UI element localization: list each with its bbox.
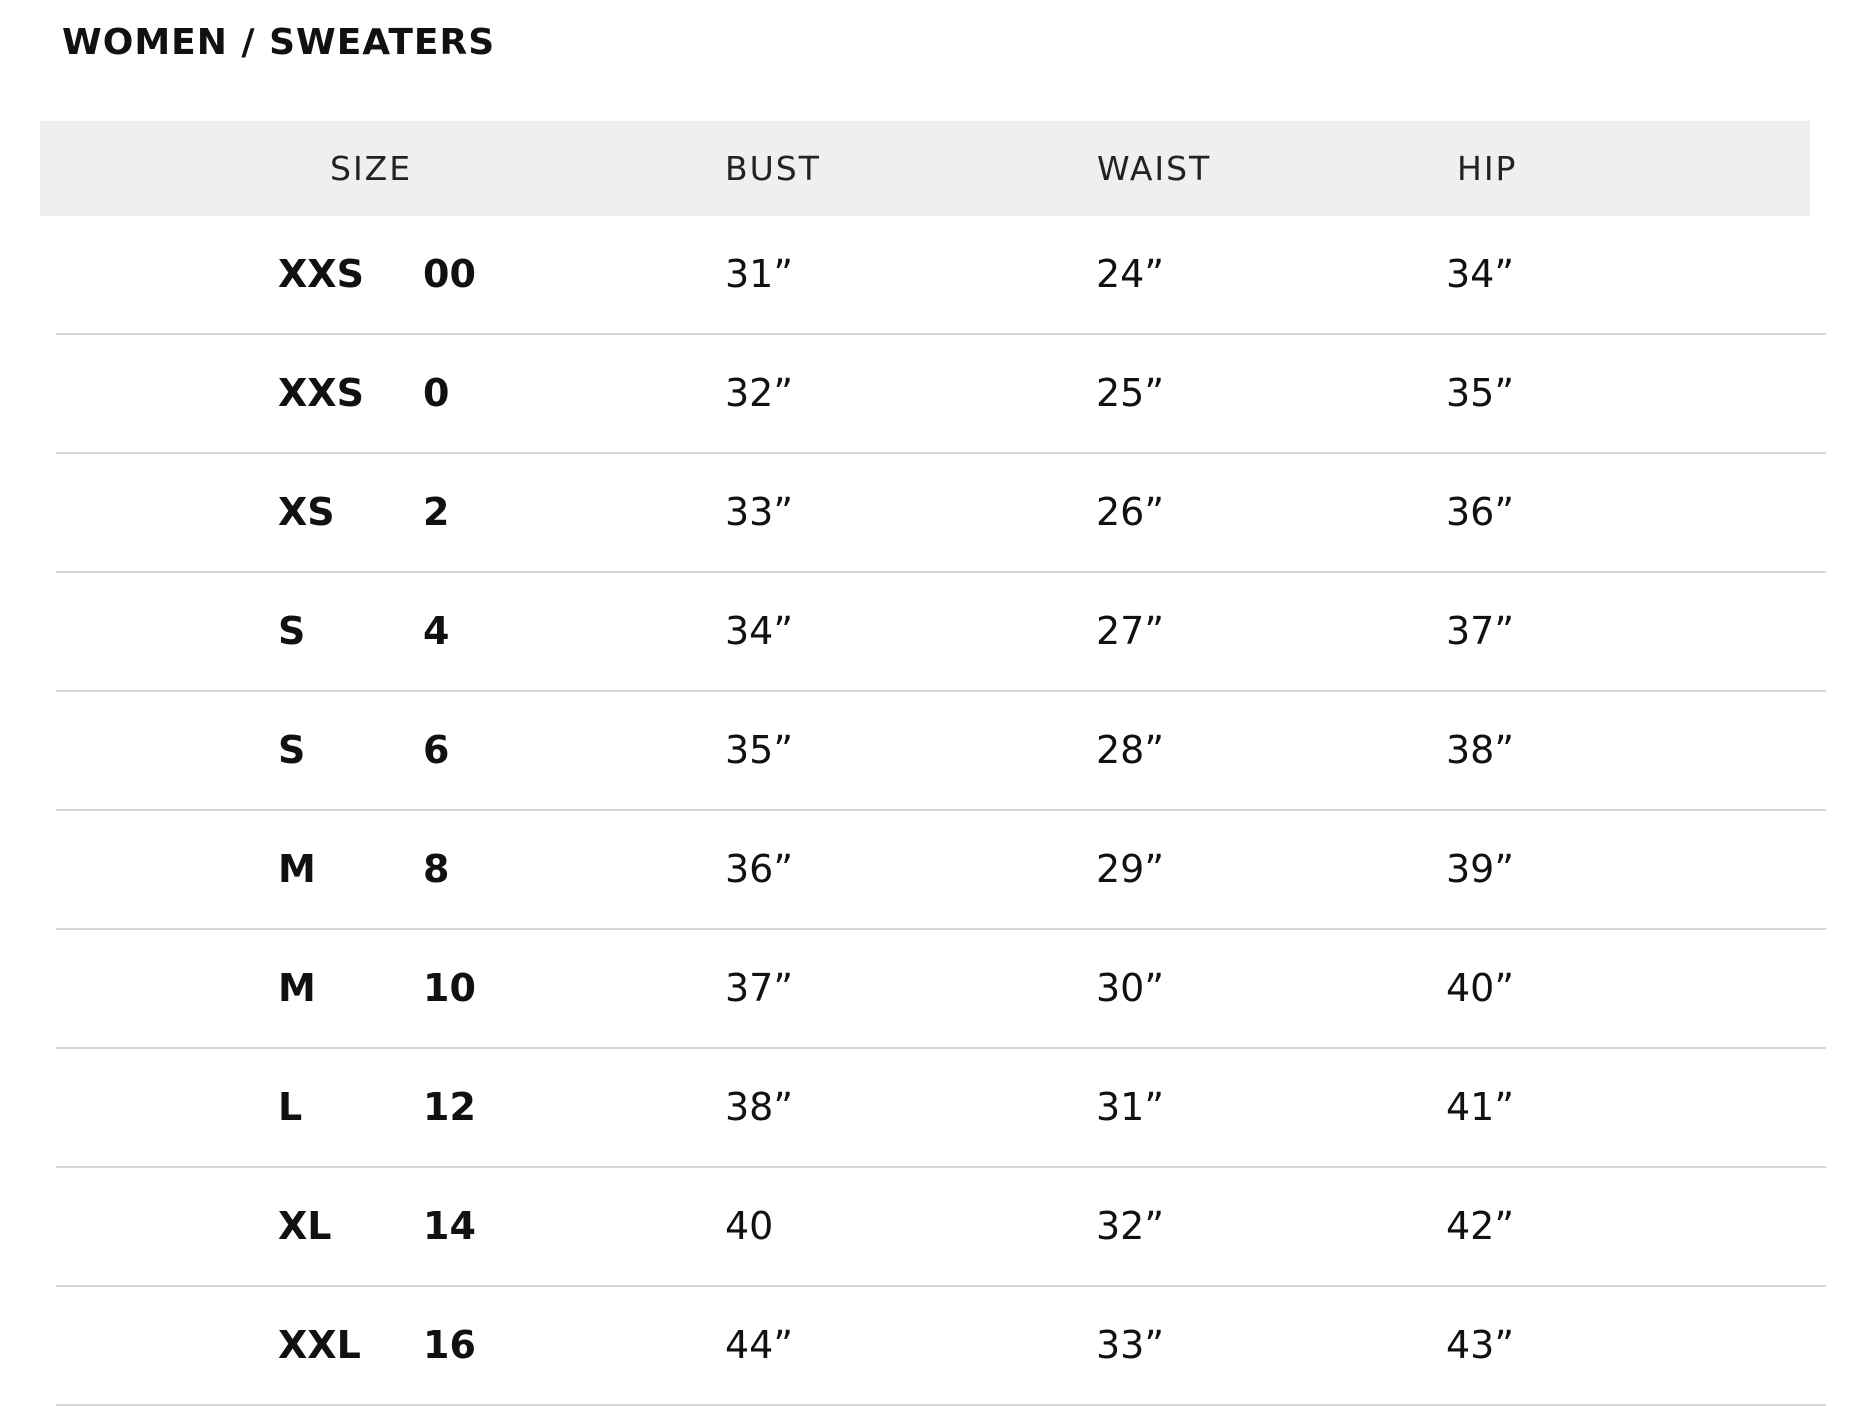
hip-value: 35” [1446, 371, 1515, 415]
waist-value: 31” [1096, 1085, 1165, 1129]
bust-value: 34” [725, 609, 794, 653]
bust-value: 36” [725, 847, 794, 891]
waist-value: 24” [1096, 252, 1165, 296]
bust-value: 33” [725, 490, 794, 534]
size-number: 8 [423, 847, 450, 891]
size-letter: L [278, 1085, 303, 1129]
size-number: 14 [423, 1204, 476, 1248]
bust-value: 44” [725, 1323, 794, 1367]
hip-value: 38” [1446, 728, 1515, 772]
waist-value: 29” [1096, 847, 1165, 891]
header-size: SIZE [330, 149, 413, 188]
hip-value: 42” [1446, 1204, 1515, 1248]
waist-value: 28” [1096, 728, 1165, 772]
size-letter: M [278, 966, 316, 1010]
table-row: M 8 36” 29” 39” [56, 811, 1826, 930]
bust-value: 40 [725, 1204, 774, 1248]
size-letter: M [278, 847, 316, 891]
bust-value: 31” [725, 252, 794, 296]
table-row: XXS 00 31” 24” 34” [56, 216, 1826, 335]
size-number: 00 [423, 252, 476, 296]
size-letter: XXS [278, 252, 364, 296]
waist-value: 32” [1096, 1204, 1165, 1248]
waist-value: 26” [1096, 490, 1165, 534]
table-row: S 4 34” 27” 37” [56, 573, 1826, 692]
size-number: 12 [423, 1085, 476, 1129]
bust-value: 38” [725, 1085, 794, 1129]
size-letter: XXL [278, 1323, 361, 1367]
header-hip: HIP [1457, 149, 1518, 188]
size-number: 0 [423, 371, 450, 415]
table-header: SIZE BUST WAIST HIP [40, 121, 1810, 216]
hip-value: 40” [1446, 966, 1515, 1010]
table-row: S 6 35” 28” 38” [56, 692, 1826, 811]
hip-value: 41” [1446, 1085, 1515, 1129]
header-waist: WAIST [1097, 149, 1212, 188]
bust-value: 37” [725, 966, 794, 1010]
size-number: 6 [423, 728, 450, 772]
table-row: M 10 37” 30” 40” [56, 930, 1826, 1049]
size-table-body: XXS 00 31” 24” 34” XXS 0 32” 25” 35” XS 2 33” 26” 36” S… [56, 216, 1826, 1406]
size-number: 10 [423, 966, 476, 1010]
size-number: 4 [423, 609, 450, 653]
hip-value: 37” [1446, 609, 1515, 653]
hip-value: 36” [1446, 490, 1515, 534]
table-row: XXL 16 44” 33” 43” [56, 1287, 1826, 1406]
size-number: 16 [423, 1323, 476, 1367]
hip-value: 43” [1446, 1323, 1515, 1367]
table-row: XL 14 40 32” 42” [56, 1168, 1826, 1287]
size-letter: XXS [278, 371, 364, 415]
waist-value: 30” [1096, 966, 1165, 1010]
size-letter: XS [278, 490, 335, 534]
hip-value: 34” [1446, 252, 1515, 296]
size-letter: S [278, 728, 306, 772]
waist-value: 27” [1096, 609, 1165, 653]
size-letter: S [278, 609, 306, 653]
waist-value: 33” [1096, 1323, 1165, 1367]
page-title: WOMEN / SWEATERS [62, 22, 496, 63]
table-row: XXS 0 32” 25” 35” [56, 335, 1826, 454]
waist-value: 25” [1096, 371, 1165, 415]
bust-value: 35” [725, 728, 794, 772]
size-number: 2 [423, 490, 450, 534]
table-row: L 12 38” 31” 41” [56, 1049, 1826, 1168]
size-letter: XL [278, 1204, 332, 1248]
hip-value: 39” [1446, 847, 1515, 891]
bust-value: 32” [725, 371, 794, 415]
table-row: XS 2 33” 26” 36” [56, 454, 1826, 573]
header-bust: BUST [725, 149, 821, 188]
